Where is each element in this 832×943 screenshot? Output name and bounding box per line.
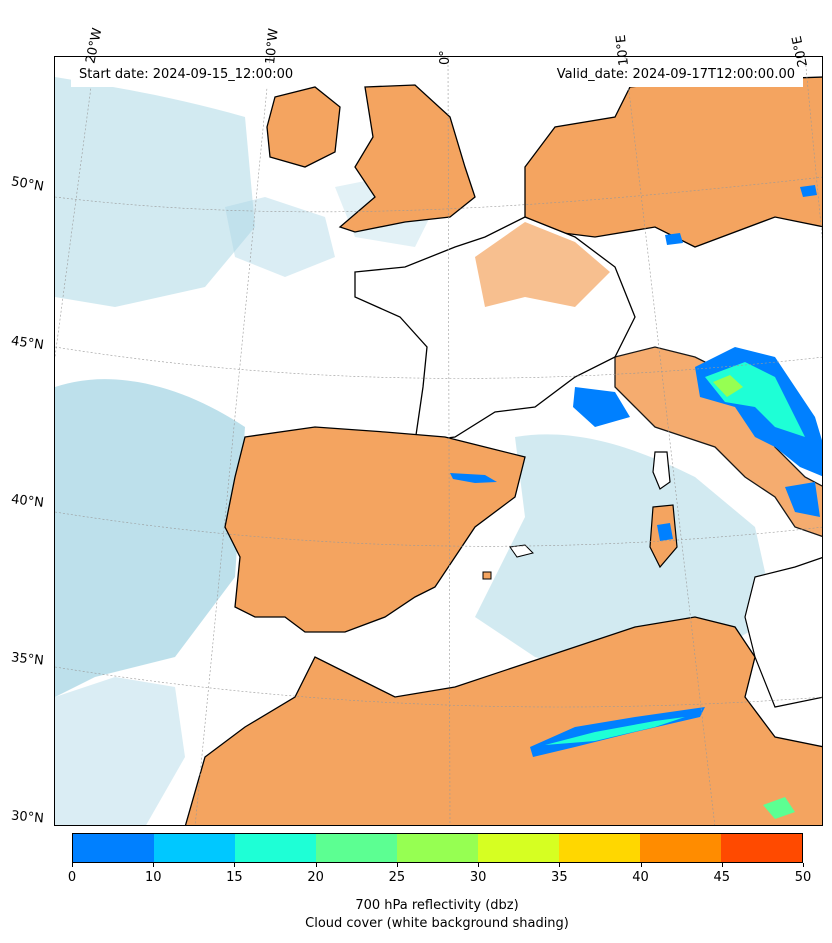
colorbar-tick-label: 15 bbox=[226, 870, 243, 885]
colorbar-segment bbox=[73, 834, 154, 862]
colorbar-tick-mark bbox=[478, 863, 480, 867]
colorbar-tick-label: 45 bbox=[713, 870, 731, 885]
map-area bbox=[54, 56, 823, 826]
reflectivity-poland bbox=[800, 185, 817, 197]
colorbar-tick-mark bbox=[315, 863, 317, 867]
reflectivity-spain bbox=[450, 473, 497, 483]
colorbar-tick-label: 30 bbox=[469, 870, 487, 885]
colorbar-segment bbox=[640, 834, 721, 862]
land-small-island bbox=[482, 571, 492, 580]
colorbar-tick-mark bbox=[396, 863, 398, 867]
reflectivity-alps bbox=[573, 387, 630, 427]
valid-date: Valid_date: 2024-09-17T12:00:00.00 bbox=[548, 63, 803, 87]
lon-label-0: 0° bbox=[438, 50, 453, 65]
land-ireland bbox=[266, 86, 341, 168]
reflectivity-adriatic-peak bbox=[713, 375, 743, 397]
colorbar-segment bbox=[235, 834, 316, 862]
reflectivity-sardinia bbox=[657, 523, 673, 541]
cloud-shading-southwest bbox=[55, 677, 185, 825]
colorbar-segment bbox=[154, 834, 235, 862]
land-france-shading bbox=[475, 222, 610, 307]
cloud-shading-med bbox=[475, 434, 775, 677]
colorbar-tick-label: 0 bbox=[67, 870, 77, 885]
lat-label-35n: 35°N bbox=[10, 650, 45, 669]
colorbar-segment bbox=[559, 834, 640, 862]
cloud-shading-north bbox=[225, 197, 335, 277]
colorbar-segment bbox=[397, 834, 478, 862]
land-iberia bbox=[224, 426, 526, 633]
colorbar-tick-label: 25 bbox=[388, 870, 406, 885]
colorbar-tick-label: 40 bbox=[632, 870, 649, 885]
colorbar bbox=[72, 833, 803, 863]
cloud-shading-atlantic bbox=[55, 77, 255, 307]
start-date: Start date: 2024-09-15_12:00:00 bbox=[71, 63, 302, 87]
lon-label-10e: 10°E bbox=[613, 33, 632, 67]
lat-label-30n: 30°N bbox=[10, 808, 45, 827]
map-canvas bbox=[55, 57, 822, 825]
colorbar-tick-label: 10 bbox=[144, 870, 162, 885]
colorbar-tick-mark bbox=[559, 863, 561, 867]
colorbar-tick-label: 20 bbox=[307, 870, 324, 885]
land-africa-east bbox=[744, 557, 822, 708]
colorbar-tick-label: 35 bbox=[551, 870, 568, 885]
reflectivity-libya bbox=[763, 797, 795, 819]
lat-label-50n: 50°N bbox=[9, 174, 45, 195]
land-corsica bbox=[652, 451, 671, 490]
land-britain bbox=[338, 84, 476, 233]
colorbar-tick-mark bbox=[640, 863, 642, 867]
land-north-africa bbox=[184, 616, 822, 825]
cloud-shading-west bbox=[55, 379, 245, 697]
colorbar-segment bbox=[478, 834, 559, 862]
land-balearic bbox=[509, 544, 534, 558]
colorbar-tick-mark bbox=[803, 863, 804, 867]
lat-label-45n: 45°N bbox=[10, 333, 45, 354]
reflectivity-germany bbox=[665, 233, 683, 245]
colorbar-label: 700 hPa reflectivity (dbz) bbox=[355, 898, 519, 913]
lat-label-40n: 40°N bbox=[10, 492, 45, 511]
graticule bbox=[55, 57, 822, 825]
colorbar-tick-mark bbox=[72, 863, 73, 867]
colorbar-tick-mark bbox=[234, 863, 236, 867]
colorbar-segment bbox=[316, 834, 397, 862]
reflectivity-north-africa-core bbox=[545, 717, 685, 745]
reflectivity-italy-east bbox=[785, 482, 820, 517]
colorbar-sublabel: Cloud cover (white background shading) bbox=[305, 916, 569, 931]
colorbar-segment bbox=[721, 834, 802, 862]
colorbar-tick-label: 50 bbox=[794, 870, 812, 885]
colorbar-tick-mark bbox=[721, 863, 723, 867]
colorbar-tick-mark bbox=[153, 863, 155, 867]
